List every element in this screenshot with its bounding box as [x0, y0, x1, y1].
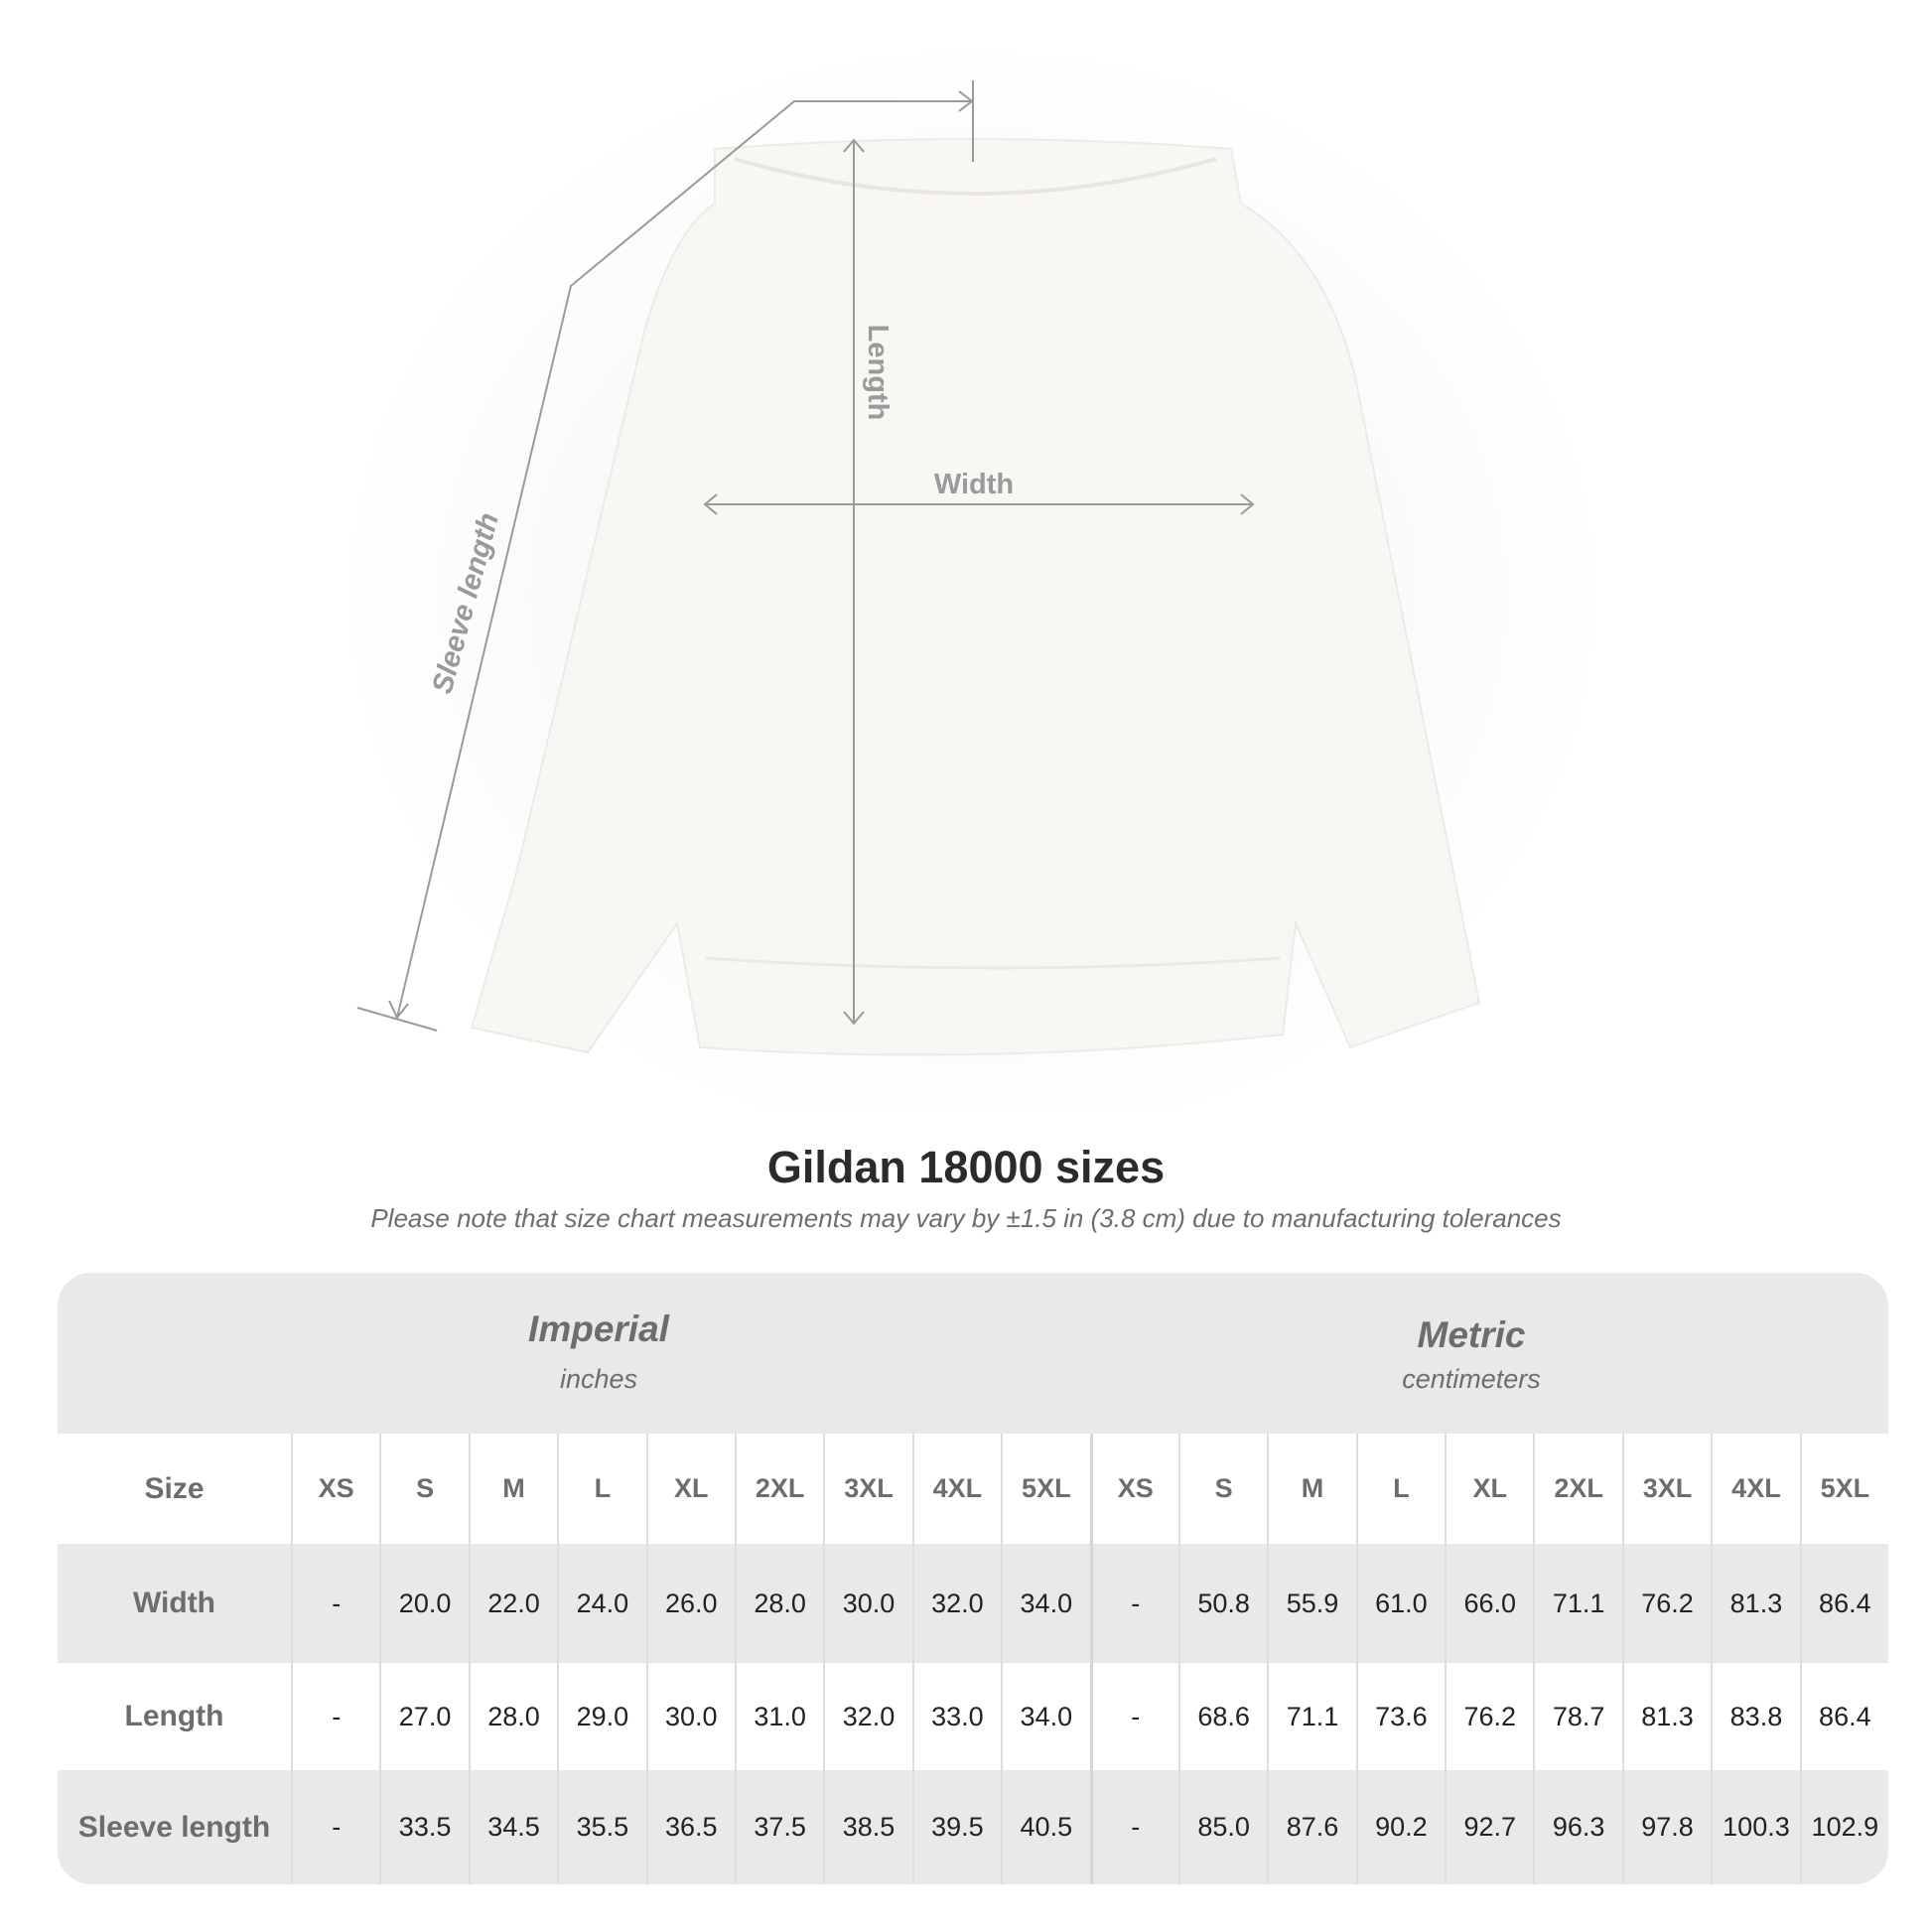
imperial-title: Imperial [528, 1309, 669, 1349]
sleeve-length-line [396, 100, 972, 1019]
size-header-cell: L [557, 1434, 645, 1544]
size-header-cell: XL [1445, 1434, 1533, 1544]
table-cell: 22.0 [468, 1544, 557, 1663]
table-cell: 92.7 [1445, 1770, 1533, 1884]
size-header-cell: XS [1089, 1434, 1178, 1544]
table-cell: 81.3 [1711, 1544, 1799, 1663]
row-label: Width [132, 1587, 216, 1619]
table-cell: 90.2 [1355, 1770, 1445, 1884]
table-cell: 66.0 [1445, 1544, 1533, 1663]
table-cell: 97.8 [1621, 1770, 1711, 1884]
table-cell: 73.6 [1355, 1663, 1445, 1770]
table-cell: 71.1 [1533, 1544, 1621, 1663]
table-cell: - [291, 1663, 379, 1770]
table-cell: 28.0 [734, 1544, 823, 1663]
size-table: Imperial inches Metric centimeters Size X… [58, 1273, 1888, 1884]
row-label: Size [144, 1471, 205, 1505]
table-cell: 34.0 [1001, 1544, 1089, 1663]
table-cell: - [291, 1770, 379, 1884]
table-cell: 86.4 [1799, 1663, 1888, 1770]
table-cell: 20.0 [379, 1544, 468, 1663]
width-label: Width [934, 469, 1014, 500]
table-cell: 35.5 [557, 1770, 645, 1884]
table-cell: 87.6 [1267, 1770, 1355, 1884]
table-cell: 38.5 [823, 1770, 911, 1884]
table-cell: 100.3 [1711, 1770, 1799, 1884]
table-cell: 40.5 [1001, 1770, 1089, 1884]
size-header-cell: M [468, 1434, 557, 1544]
table-cell: 24.0 [557, 1544, 645, 1663]
table-cell: 29.0 [557, 1663, 645, 1770]
size-header-cell: 4XL [911, 1434, 1001, 1544]
size-header-cell: S [1177, 1434, 1267, 1544]
table-cell: 76.2 [1621, 1544, 1711, 1663]
table-cell: 71.1 [1267, 1663, 1355, 1770]
size-header-cell: 4XL [1711, 1434, 1799, 1544]
size-header-cell: 3XL [1621, 1434, 1711, 1544]
metric-header: Metric centimeters [1223, 1314, 1720, 1395]
table-cell: 61.0 [1355, 1544, 1445, 1663]
table-cell: 28.0 [468, 1663, 557, 1770]
metric-unit: centimeters [1402, 1364, 1541, 1394]
table-row: Width -20.0 22.0 24.0 26.0 28.0 30.0 32.0 34.0-5… [58, 1544, 1888, 1663]
tolerance-note: Please note that size chart measurements… [370, 1203, 1562, 1233]
table-cell: 34.5 [468, 1770, 557, 1884]
size-header-cell: 5XL [1001, 1434, 1089, 1544]
table-cell: 32.0 [823, 1663, 911, 1770]
table-cell: 78.7 [1533, 1663, 1621, 1770]
size-header-cell: 2XL [734, 1434, 823, 1544]
table-cell: 85.0 [1177, 1770, 1267, 1884]
length-label: Length [862, 325, 894, 421]
size-header-cell: L [1355, 1434, 1445, 1544]
table-cell: 50.8 [1177, 1544, 1267, 1663]
table-cell: 76.2 [1445, 1663, 1533, 1770]
size-header-row: Size XS S M L XL 2XL 3XL 4XL 5XL XS S M L XL 2XL 3XL 4XL 5… [58, 1434, 1888, 1544]
table-cell: 27.0 [379, 1663, 468, 1770]
table-cell: 32.0 [911, 1544, 1001, 1663]
table-cell: 31.0 [734, 1663, 823, 1770]
table-cell: 86.4 [1799, 1544, 1888, 1663]
size-header-cell: 3XL [823, 1434, 911, 1544]
table-cell: 37.5 [734, 1770, 823, 1884]
size-header-cell: XS [291, 1434, 379, 1544]
table-cell: - [1089, 1770, 1178, 1884]
table-cell: 26.0 [645, 1544, 735, 1663]
table-cell: 83.8 [1711, 1663, 1799, 1770]
unit-header: Imperial inches Metric centimeters [58, 1273, 1888, 1434]
size-header-cell: XL [645, 1434, 735, 1544]
table-cell: 102.9 [1799, 1770, 1888, 1884]
table-cell: - [1089, 1544, 1178, 1663]
sweatshirt-diagram: Length Width Sleeve length [338, 40, 1608, 1112]
page-title: Gildan 18000 sizes [766, 1142, 1166, 1192]
table-cell: 33.5 [379, 1770, 468, 1884]
table-cell: 34.0 [1001, 1663, 1089, 1770]
size-header-cell: S [379, 1434, 468, 1544]
table-cell: 30.0 [823, 1544, 911, 1663]
imperial-header: Imperial inches [350, 1309, 847, 1395]
table-cell: 96.3 [1533, 1770, 1621, 1884]
table-row: Sleeve length -33.5 34.5 35.5 36.5 37.5 38.5 39… [58, 1770, 1888, 1884]
table-cell: 68.6 [1177, 1663, 1267, 1770]
sweatshirt-image [470, 138, 1481, 1056]
size-header-cell: M [1267, 1434, 1355, 1544]
table-cell: - [1089, 1663, 1178, 1770]
row-label: Sleeve length [77, 1810, 271, 1844]
table-cell: 39.5 [911, 1770, 1001, 1884]
table-cell: - [291, 1544, 379, 1663]
row-label: Length [124, 1700, 224, 1732]
size-header-cell: 2XL [1533, 1434, 1621, 1544]
table-cell: 55.9 [1267, 1544, 1355, 1663]
table-cell: 30.0 [645, 1663, 735, 1770]
table-row: Length -27.0 28.0 29.0 30.0 31.0 32.0 33.0 34.0-… [58, 1663, 1888, 1770]
table-cell: 33.0 [911, 1663, 1001, 1770]
size-header-cell: 5XL [1799, 1434, 1888, 1544]
metric-title: Metric [1417, 1314, 1526, 1355]
imperial-unit: inches [559, 1364, 638, 1394]
table-cell: 36.5 [645, 1770, 735, 1884]
table-cell: 81.3 [1621, 1663, 1711, 1770]
